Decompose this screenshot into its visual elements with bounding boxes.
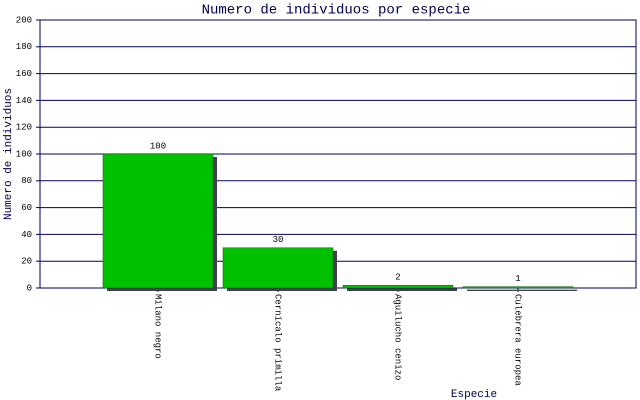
x-tick-label: Culebrera europea <box>513 294 523 386</box>
bar <box>102 153 214 289</box>
y-tick-label: 60 <box>21 203 32 213</box>
plot-frame <box>39 19 637 289</box>
value-label: 2 <box>395 273 400 283</box>
x-tick-label: Aguilucho cenizo <box>393 294 403 380</box>
y-tick-label: 140 <box>16 96 32 106</box>
y-tick-label: 120 <box>16 123 32 133</box>
y-tick-label: 180 <box>16 42 32 52</box>
bar <box>462 286 574 289</box>
chart-title: Numero de individuos por especie <box>202 3 471 19</box>
x-tick-label: Milano negro <box>153 294 163 359</box>
bar <box>342 285 454 289</box>
bar-shadow <box>467 289 577 291</box>
value-label: 1 <box>515 274 520 284</box>
y-tick-label: 0 <box>27 283 32 293</box>
x-tick-label: Cernícalo primilla <box>273 294 283 392</box>
y-tick-label: 160 <box>16 69 32 79</box>
bar <box>222 247 334 289</box>
y-tick-label: 40 <box>21 230 32 240</box>
y-tick-label: 20 <box>21 257 32 267</box>
y-tick-label: 100 <box>16 149 32 159</box>
bar-shadow <box>347 288 457 291</box>
value-label: 100 <box>150 141 166 151</box>
y-tick-label: 80 <box>21 176 32 186</box>
y-tick-label: 200 <box>16 15 32 25</box>
value-label: 30 <box>273 235 284 245</box>
y-axis-title: Numero de individuos <box>3 88 15 220</box>
x-axis-title: Especie <box>451 389 497 400</box>
